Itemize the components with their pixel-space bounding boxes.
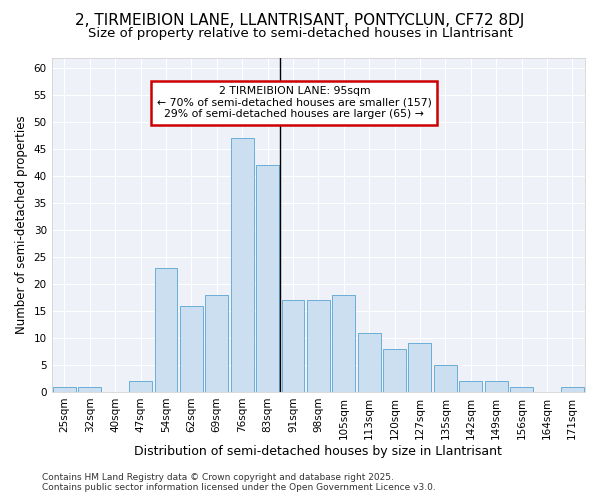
- Text: 2 TIRMEIBION LANE: 95sqm
← 70% of semi-detached houses are smaller (157)
29% of : 2 TIRMEIBION LANE: 95sqm ← 70% of semi-d…: [157, 86, 432, 119]
- Bar: [358, 332, 380, 392]
- Bar: [129, 381, 152, 392]
- Text: Contains HM Land Registry data © Crown copyright and database right 2025.
Contai: Contains HM Land Registry data © Crown c…: [42, 473, 436, 492]
- Text: Size of property relative to semi-detached houses in Llantrisant: Size of property relative to semi-detach…: [88, 28, 512, 40]
- Bar: [510, 386, 533, 392]
- X-axis label: Distribution of semi-detached houses by size in Llantrisant: Distribution of semi-detached houses by …: [134, 444, 502, 458]
- Bar: [231, 138, 254, 392]
- Bar: [256, 166, 279, 392]
- Bar: [205, 295, 228, 392]
- Bar: [383, 349, 406, 392]
- Bar: [332, 295, 355, 392]
- Bar: [409, 344, 431, 392]
- Y-axis label: Number of semi-detached properties: Number of semi-detached properties: [15, 116, 28, 334]
- Bar: [79, 386, 101, 392]
- Text: 2, TIRMEIBION LANE, LLANTRISANT, PONTYCLUN, CF72 8DJ: 2, TIRMEIBION LANE, LLANTRISANT, PONTYCL…: [76, 12, 524, 28]
- Bar: [155, 268, 178, 392]
- Bar: [485, 381, 508, 392]
- Bar: [281, 300, 304, 392]
- Bar: [561, 386, 584, 392]
- Bar: [180, 306, 203, 392]
- Bar: [459, 381, 482, 392]
- Bar: [53, 386, 76, 392]
- Bar: [434, 365, 457, 392]
- Bar: [307, 300, 330, 392]
